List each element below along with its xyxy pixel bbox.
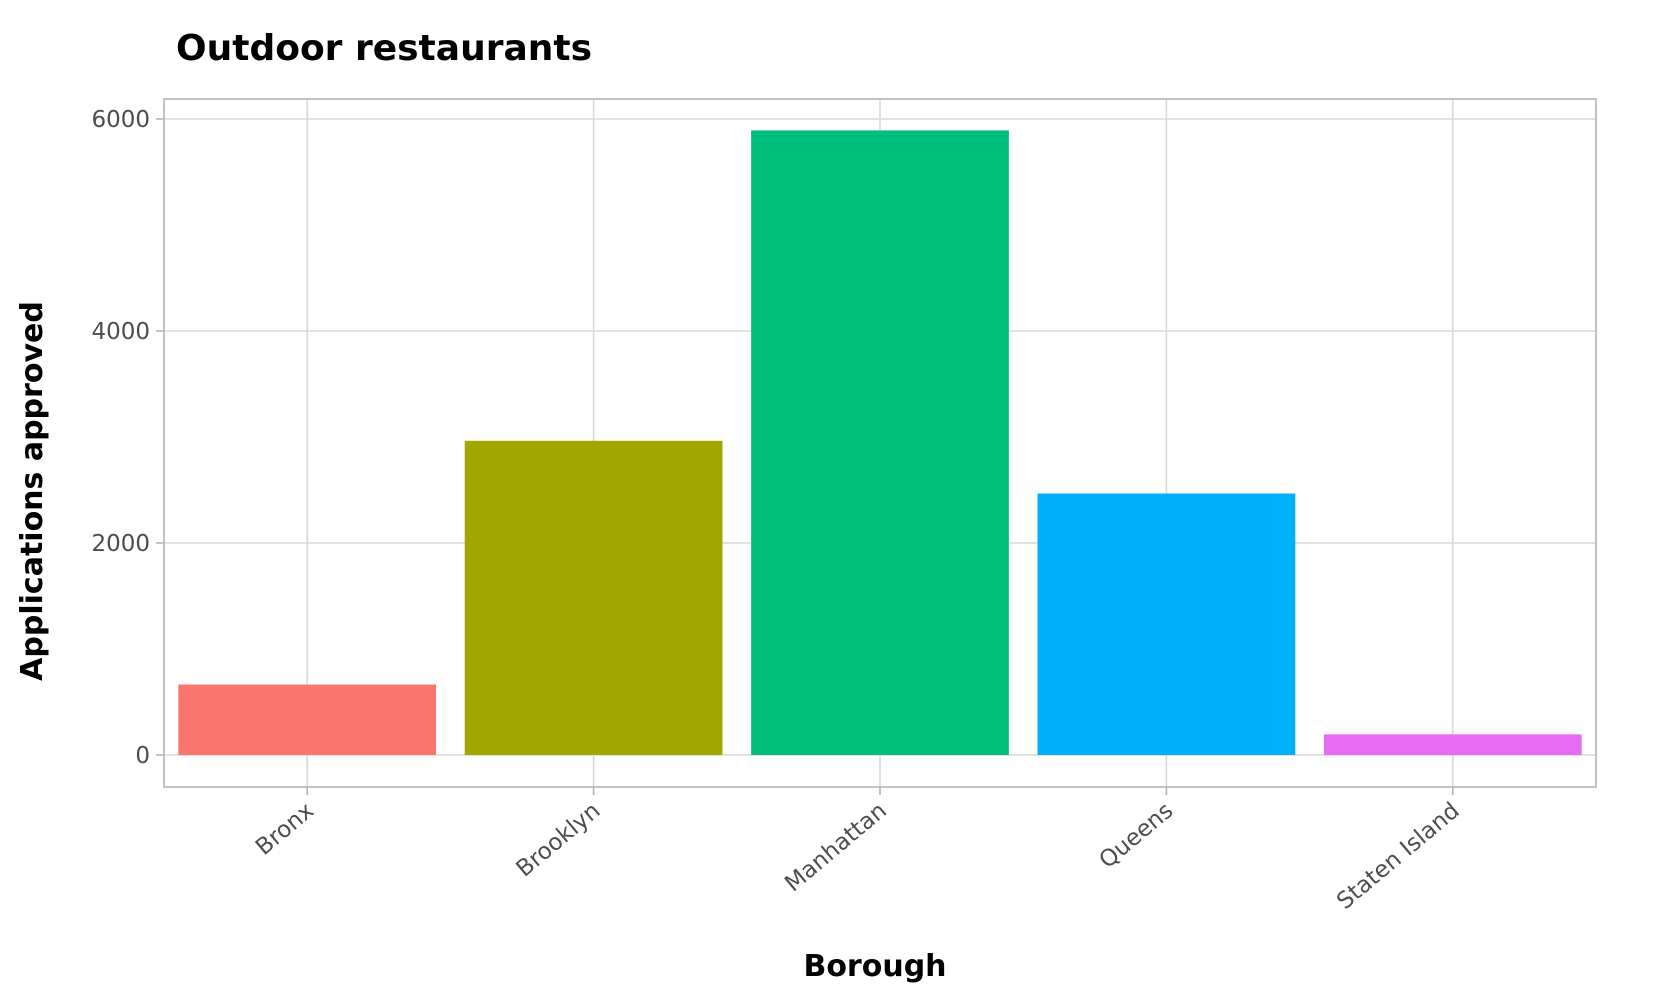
- chart-title: Outdoor restaurants: [176, 28, 592, 69]
- y-axis-title: Applications approved: [15, 301, 50, 681]
- x-axis-title: Borough: [803, 949, 946, 984]
- y-tick-label: 4000: [91, 319, 150, 345]
- x-tick-label: Staten Island: [1332, 798, 1465, 915]
- bar-brooklyn: [464, 440, 723, 755]
- y-tick-label: 0: [135, 743, 150, 769]
- bar-bronx: [178, 684, 437, 755]
- x-tick-label: Manhattan: [780, 798, 892, 898]
- x-tick-label: Queens: [1094, 798, 1178, 874]
- bar-staten-island: [1323, 734, 1582, 755]
- y-axis: 0 2000 4000 6000: [91, 107, 164, 769]
- y-tick-label: 6000: [91, 107, 150, 133]
- x-tick-label: Bronx: [251, 798, 319, 861]
- bar-manhattan: [751, 130, 1009, 755]
- x-tick-label: Brooklyn: [512, 798, 606, 883]
- bar-queens: [1037, 493, 1296, 755]
- y-tick-label: 2000: [91, 531, 150, 557]
- bars: [178, 130, 1582, 755]
- x-axis: Bronx Brooklyn Manhattan Queens Staten Islan…: [251, 787, 1465, 915]
